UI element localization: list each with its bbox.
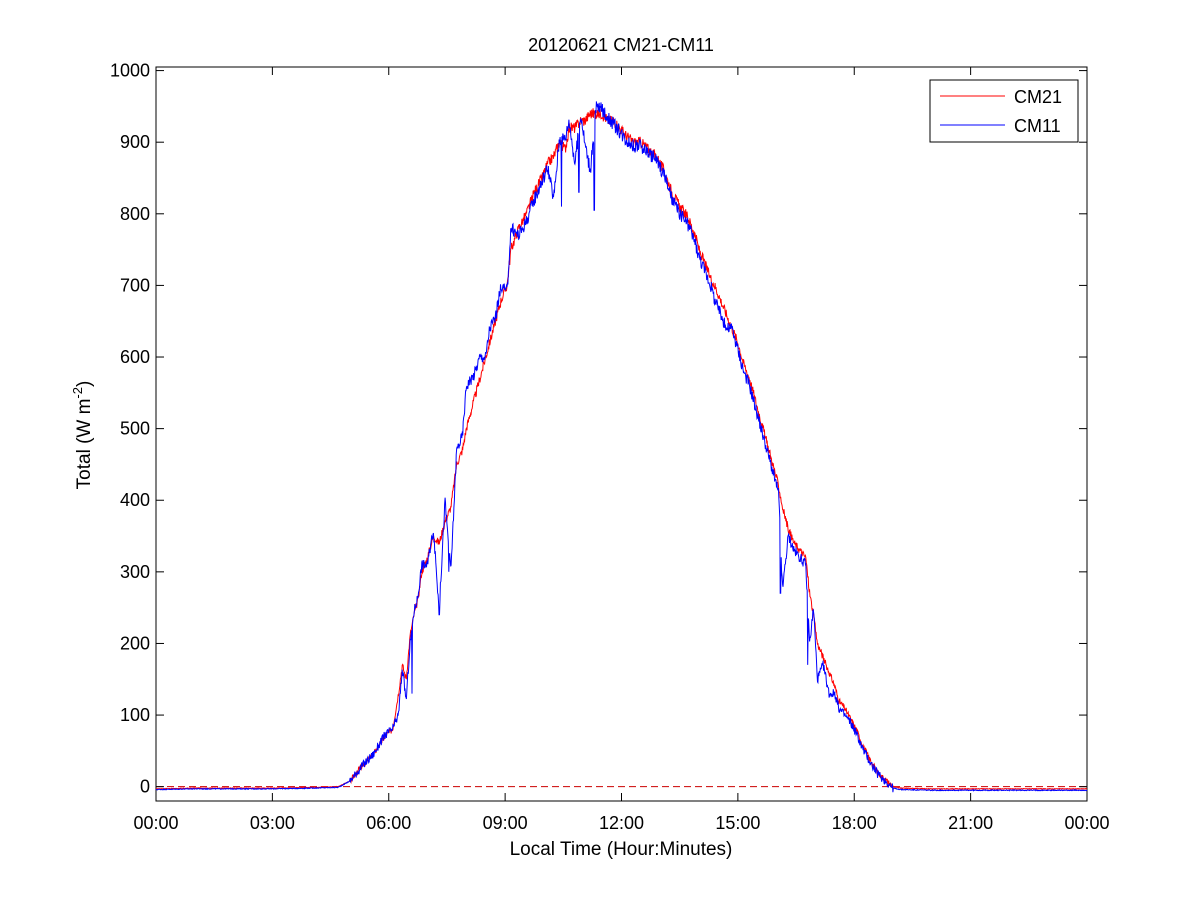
- x-tick-label: 06:00: [366, 813, 411, 833]
- y-tick-label: 0: [140, 777, 150, 797]
- y-tick-label: 500: [120, 419, 150, 439]
- y-tick-label: 100: [120, 705, 150, 725]
- x-tick-label: 00:00: [1064, 813, 1109, 833]
- y-tick-label: 200: [120, 633, 150, 653]
- x-tick-label: 18:00: [832, 813, 877, 833]
- legend-label-cm11: CM11: [1014, 116, 1061, 136]
- plot-area: 00:00 03:00 06:00 09:00 12:00 15:00 18:00 21:00…: [110, 61, 1110, 833]
- y-tick-label: 400: [120, 490, 150, 510]
- y-axis-label-superscript: -2: [70, 387, 85, 399]
- x-tick-label: 21:00: [948, 813, 993, 833]
- ticks-layer: 00:00 03:00 06:00 09:00 12:00 15:00 18:00 21:00…: [110, 61, 1110, 833]
- y-tick-label: 300: [120, 562, 150, 582]
- legend-label-cm21: CM21: [1014, 87, 1062, 107]
- plot-frame: [155, 66, 1088, 802]
- series-line-cm11: [155, 101, 1088, 793]
- y-axis-label-main: Total (W m: [74, 399, 95, 490]
- x-tick-label: 12:00: [599, 813, 644, 833]
- y-axis-label: Total (W m-2): [70, 381, 95, 490]
- legend-box: [929, 79, 1079, 143]
- x-tick-label: 00:00: [133, 813, 178, 833]
- y-tick-label: 700: [120, 275, 150, 295]
- legend: CM21 CM11: [929, 79, 1079, 143]
- series-layer: [155, 101, 1088, 793]
- y-tick-label: 900: [120, 132, 150, 152]
- y-tick-label: 1000: [110, 61, 150, 81]
- y-tick-label: 800: [120, 204, 150, 224]
- x-tick-label: 15:00: [715, 813, 760, 833]
- x-tick-label: 03:00: [250, 813, 295, 833]
- chart-title: 20120621 CM21-CM11: [528, 35, 714, 55]
- x-tick-label: 09:00: [483, 813, 528, 833]
- x-axis-label: Local Time (Hour:Minutes): [510, 839, 733, 860]
- y-axis-label-close: ): [74, 381, 95, 387]
- y-tick-label: 600: [120, 347, 150, 367]
